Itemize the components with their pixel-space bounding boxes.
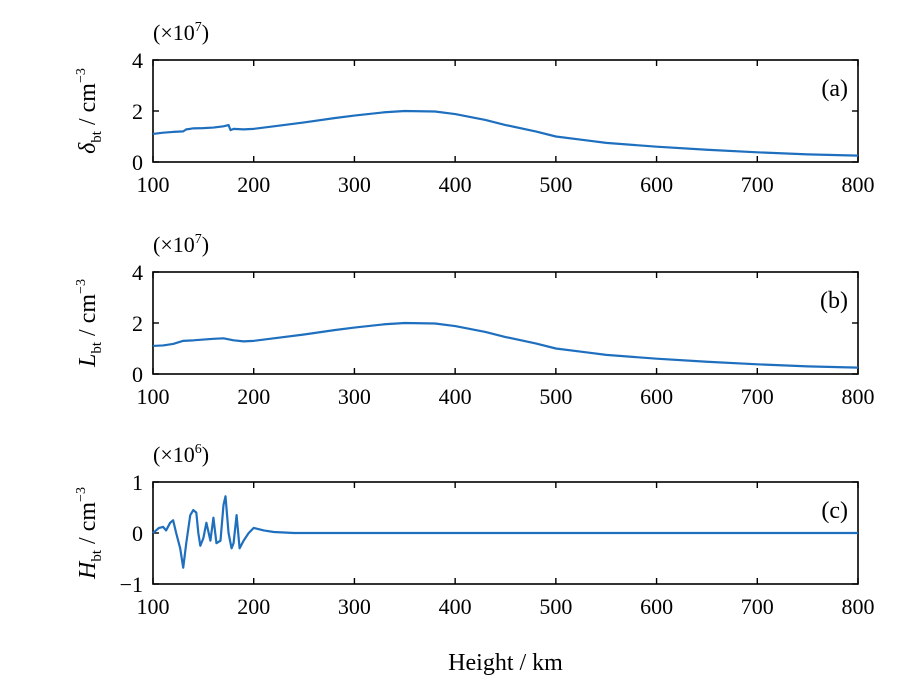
- y-tick-label: 0: [132, 150, 143, 175]
- x-tick-label: 200: [237, 384, 270, 409]
- x-tick-label: 500: [539, 172, 572, 197]
- y-tick-label: 2: [132, 99, 143, 124]
- panel-a: 100 200 300 400 500 600 700 800 0 2 4 (×107) (a) δbt …: [74, 20, 875, 197]
- x-tick-label: 100: [137, 172, 170, 197]
- x-tick-label: 400: [439, 384, 472, 409]
- x-tick-label: 700: [741, 594, 774, 619]
- y-tick-label: 1: [132, 470, 143, 495]
- panel-label: (c): [821, 498, 848, 524]
- x-tick-label: 200: [237, 172, 270, 197]
- scale-factor: (×106): [153, 442, 209, 467]
- y-tick-label: 4: [132, 260, 143, 285]
- x-tick-label: 800: [842, 594, 875, 619]
- x-axis-label: Height / km: [448, 650, 563, 676]
- y-axis-label: Hbt / cm−3: [74, 487, 105, 580]
- x-tick-label: 600: [640, 172, 673, 197]
- panel-b: 100 200 300 400 500 600 700 800 0 2 4 (×107) (b) Lbt …: [74, 232, 875, 409]
- panel-label: (b): [820, 288, 848, 314]
- y-axis-label: Lbt / cm−3: [74, 279, 105, 368]
- x-tick-label: 100: [137, 594, 170, 619]
- y-tick-label: 0: [132, 521, 143, 546]
- scale-factor: (×107): [153, 232, 209, 257]
- y-tick-label: 4: [132, 48, 143, 73]
- x-tick-label: 600: [640, 384, 673, 409]
- panel-c: 100 200 300 400 500 600 700 800 −1 0 1 (×106) (c) Hbt…: [74, 442, 875, 619]
- x-tick-label: 200: [237, 594, 270, 619]
- scale-factor: (×107): [153, 20, 209, 45]
- y-tick-label: −1: [120, 572, 143, 597]
- x-tick-label: 300: [338, 594, 371, 619]
- x-tick-label: 600: [640, 594, 673, 619]
- series-line: [152, 495, 858, 569]
- series-line: [152, 321, 859, 369]
- panel-label: (a): [821, 76, 848, 102]
- x-tick-label: 300: [338, 384, 371, 409]
- x-tick-label: 700: [741, 172, 774, 197]
- x-tick-label: 400: [439, 594, 472, 619]
- x-tick-label: 400: [439, 172, 472, 197]
- y-tick-label: 2: [132, 311, 143, 336]
- x-tick-label: 800: [842, 172, 875, 197]
- x-tick-label: 100: [137, 384, 170, 409]
- y-axis-label: δbt / cm−3: [74, 68, 105, 154]
- y-tick-label: 0: [132, 362, 143, 387]
- series-line: [152, 109, 859, 157]
- x-tick-label: 700: [741, 384, 774, 409]
- x-tick-label: 500: [539, 384, 572, 409]
- plot-frame: [152, 271, 859, 375]
- x-tick-label: 800: [842, 384, 875, 409]
- x-tick-label: 300: [338, 172, 371, 197]
- plot-frame: [152, 59, 859, 163]
- x-tick-label: 500: [539, 594, 572, 619]
